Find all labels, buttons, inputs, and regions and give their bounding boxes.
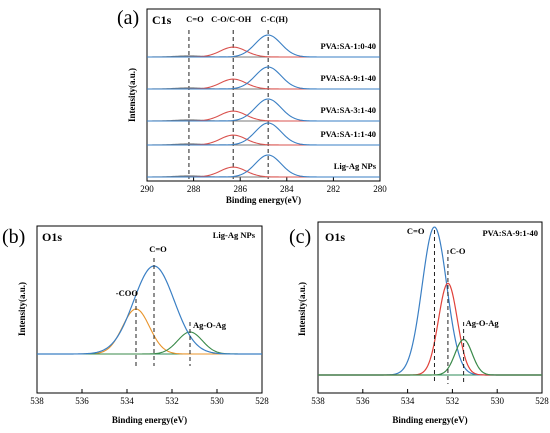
x-tick-label: 290 bbox=[140, 184, 154, 194]
peak-label: C-O bbox=[450, 246, 466, 256]
panel-b-sample-label: Lig-Ag NPs bbox=[213, 230, 256, 240]
x-tick-label: 286 bbox=[233, 184, 247, 194]
panel-a-x-ticks: 290 288 286 284 282 280 bbox=[140, 177, 387, 194]
panel-c-frame bbox=[317, 221, 543, 394]
sample-label: PVA:SA-1:0-40 bbox=[320, 41, 376, 51]
panel-c-peak-labels: C=O C-O Ag-O-Ag bbox=[407, 226, 500, 328]
peak-label: Ag-O-Ag bbox=[466, 318, 500, 328]
peak-label: C=O bbox=[407, 226, 425, 236]
x-tick-label: 538 bbox=[30, 396, 44, 406]
panel-b-x-axis-title: Binding energy(eV) bbox=[112, 415, 187, 425]
panel-b-curves bbox=[37, 258, 262, 366]
panel-a-peak-dashes bbox=[188, 30, 269, 179]
component-peak bbox=[147, 98, 380, 122]
x-tick-label: 530 bbox=[490, 396, 504, 406]
panel-c-sample-label: PVA:SA-9:1-40 bbox=[482, 228, 538, 238]
peak-label: C=O bbox=[186, 14, 204, 24]
peak-label: C-C(H) bbox=[260, 14, 288, 24]
component-peak bbox=[147, 34, 380, 58]
envelope-peak bbox=[37, 265, 262, 355]
x-tick-label: 528 bbox=[535, 396, 549, 406]
panel-c-y-axis-title: Intensity(a.u.) bbox=[297, 282, 307, 336]
x-tick-label: 536 bbox=[75, 396, 89, 406]
panel-a-x-axis-title: Binding energy(eV) bbox=[226, 195, 301, 205]
component-peak bbox=[147, 122, 380, 146]
component-peak bbox=[147, 66, 380, 90]
x-tick-label: 532 bbox=[446, 396, 460, 406]
panel-b-y-axis-title: Intensity(a.u.) bbox=[17, 282, 27, 336]
panel-a-letter: (a) bbox=[117, 7, 139, 29]
panel-c-letter: (c) bbox=[289, 226, 311, 248]
x-tick-label: 284 bbox=[280, 184, 294, 194]
ag-o-ag-component-peak bbox=[37, 331, 262, 355]
panel-c-core-label: O1s bbox=[325, 230, 345, 244]
component-peak bbox=[318, 282, 542, 376]
x-tick-label: 280 bbox=[373, 184, 387, 194]
x-tick-label: 538 bbox=[311, 396, 325, 406]
sample-label: Lig-Ag NPs bbox=[334, 161, 377, 171]
panel-a-peak-labels: C=O C-O/C-OH C-C(H) bbox=[186, 14, 288, 24]
panel-a-curves bbox=[147, 34, 380, 178]
coo-component-peak bbox=[37, 308, 262, 355]
x-tick-label: 536 bbox=[356, 396, 370, 406]
component-peak bbox=[318, 226, 542, 376]
panel-c-x-ticks: 538 536 534 532 530 528 bbox=[311, 389, 549, 406]
panel-c: (c) O1s PVA:SA-9:1-40 538 536 534 532 530 528… bbox=[289, 221, 549, 425]
panel-b-core-label: O1s bbox=[42, 230, 62, 244]
peak-label: C-O/C-OH bbox=[211, 14, 252, 24]
panel-a: (a) C1s 290 288 286 284 282 280 C=O C-O/C-OH C-… bbox=[117, 7, 387, 205]
panel-a-frame bbox=[146, 8, 381, 182]
panel-c-x-axis-title: Binding energy(eV) bbox=[392, 415, 467, 425]
sample-label: PVA:SA-1:1-40 bbox=[320, 129, 376, 139]
sample-label: PVA:SA-9:1-40 bbox=[320, 73, 376, 83]
c-o-peak-label: C=O bbox=[149, 244, 167, 254]
x-tick-label: 528 bbox=[255, 396, 269, 406]
x-tick-label: 532 bbox=[165, 396, 179, 406]
panel-b-frame bbox=[36, 225, 263, 394]
panel-b-x-ticks: 538 536 534 532 530 528 bbox=[30, 389, 269, 406]
sample-label: PVA:SA-3:1-40 bbox=[320, 105, 376, 115]
panel-a-core-label: C1s bbox=[152, 13, 172, 27]
x-tick-label: 530 bbox=[210, 396, 224, 406]
panel-b-letter: (b) bbox=[2, 226, 25, 248]
x-tick-label: 282 bbox=[327, 184, 341, 194]
panel-b: (b) O1s Lig-Ag NPs 538 536 534 532 530 528 -C… bbox=[2, 225, 269, 425]
panel-b-peak-labels: -COO C=O Ag-O-Ag bbox=[116, 244, 227, 330]
component-peak bbox=[147, 154, 380, 178]
ag-o-ag-peak-label: Ag-O-Ag bbox=[193, 320, 227, 330]
coo-peak-label: -COO bbox=[116, 288, 139, 298]
x-tick-label: 288 bbox=[187, 184, 201, 194]
panel-c-curves bbox=[318, 226, 542, 384]
x-tick-label: 534 bbox=[401, 396, 415, 406]
panel-a-y-axis-title: Intensity(a.u.) bbox=[127, 68, 137, 122]
component-peak bbox=[318, 338, 542, 376]
panel-a-sample-labels: PVA:SA-1:0-40 PVA:SA-9:1-40 PVA:SA-3:1-40 P… bbox=[320, 41, 376, 171]
x-tick-label: 534 bbox=[120, 396, 134, 406]
